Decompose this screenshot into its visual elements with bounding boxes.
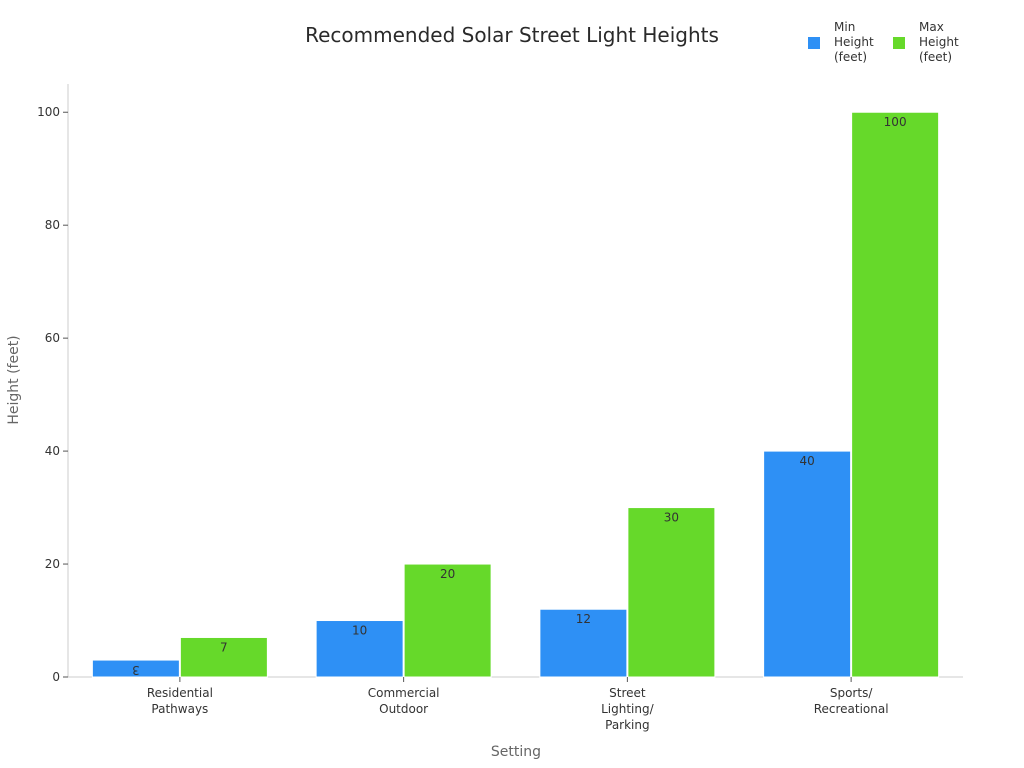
x-tick-label-line: Commercial <box>368 686 440 700</box>
legend-swatch <box>893 37 905 49</box>
y-tick-label: 20 <box>45 557 60 571</box>
bar-value-label: 40 <box>799 454 814 468</box>
legend-label: Max Height (feet) <box>919 20 959 64</box>
bar <box>91 659 180 678</box>
bar-value-label: 3 <box>132 663 140 677</box>
legend: Min Height (feet)Max Height (feet) <box>808 20 959 64</box>
x-tick-label-line: Lighting/ <box>601 702 655 716</box>
y-tick-label: 0 <box>52 670 60 684</box>
legend-label-line: Height <box>834 35 874 49</box>
bar <box>179 636 268 678</box>
bar-value-label: 30 <box>664 511 679 525</box>
x-tick-label: Residential Pathways <box>147 686 213 716</box>
legend-label-line: Min <box>834 20 855 34</box>
bar <box>851 111 940 678</box>
y-tick-label: 100 <box>37 105 60 119</box>
x-tick-label-line: Recreational <box>814 702 889 716</box>
x-tick-label-line: Pathways <box>151 702 208 716</box>
bar <box>539 608 628 678</box>
y-axis-title: Height (feet) <box>6 335 22 424</box>
bar-value-label: 12 <box>576 612 591 626</box>
legend-label-line: (feet) <box>919 50 952 64</box>
legend-swatch <box>808 37 820 49</box>
bar-value-label: 20 <box>440 567 455 581</box>
legend-label-line: Max <box>919 20 944 34</box>
bar-value-label: 100 <box>884 115 907 129</box>
legend-label-line: (feet) <box>834 50 867 64</box>
bar-value-label: 10 <box>352 624 367 638</box>
bar-value-label: 7 <box>220 640 228 654</box>
x-tick-label-line: Outdoor <box>379 702 428 716</box>
x-tick-label: Street Lighting/Parking <box>601 686 655 732</box>
legend-label: Min Height (feet) <box>834 20 874 64</box>
chart-title: Recommended Solar Street Light Heights <box>305 23 719 47</box>
bar <box>403 563 492 678</box>
legend-label-line: Height <box>919 35 959 49</box>
y-tick-label: 80 <box>45 218 60 232</box>
x-tick-label: Commercial Outdoor <box>368 686 440 716</box>
bar <box>315 620 404 678</box>
y-tick-label: 60 <box>45 331 60 345</box>
bar <box>763 450 852 678</box>
bar <box>627 507 716 678</box>
x-tick-label-line: Sports/ <box>830 686 873 700</box>
y-tick-label: 40 <box>45 444 60 458</box>
x-axis-title: Setting <box>491 744 541 760</box>
x-tick-label-line: Parking <box>605 718 650 732</box>
x-tick-label-line: Street <box>609 686 646 700</box>
plot-area: 0 20 40 60 80 100 3 7 Residential Pathways 10 20 Com… <box>37 84 963 732</box>
x-tick-label-line: Residential <box>147 686 213 700</box>
x-tick-label: Sports/Recreational <box>814 686 889 716</box>
